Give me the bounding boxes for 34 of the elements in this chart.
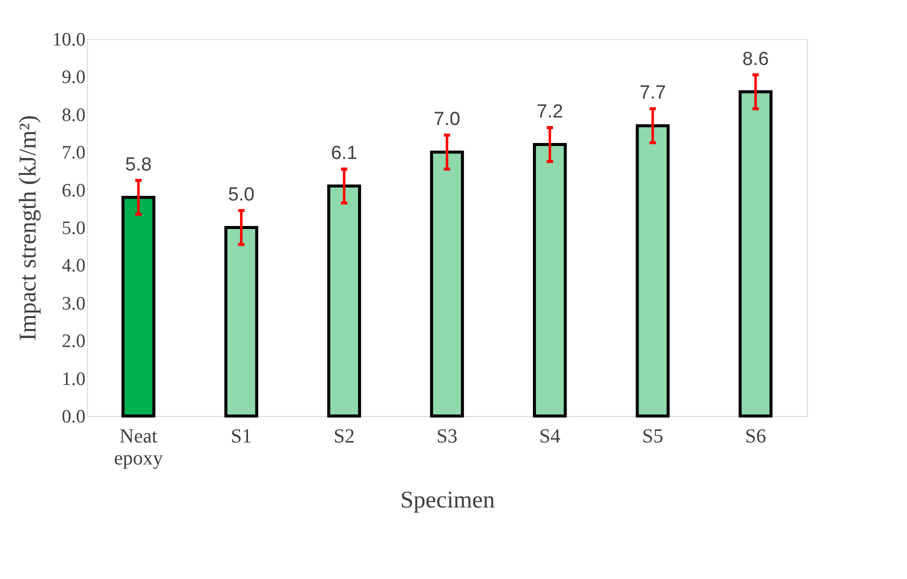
bar xyxy=(738,90,772,418)
x-tick-label: S5 xyxy=(642,426,664,448)
data-label: 7.7 xyxy=(640,82,666,104)
bar xyxy=(327,184,362,418)
bar xyxy=(532,143,567,418)
y-tick-label: 4.0 xyxy=(62,256,86,277)
data-label: 6.1 xyxy=(330,143,358,164)
y-tick-label: 1.0 xyxy=(62,368,86,390)
bar xyxy=(636,124,670,418)
bar xyxy=(430,150,464,418)
y-tick-label: 9.0 xyxy=(62,67,86,88)
y-tick-label: 3.0 xyxy=(62,293,86,314)
x-tick-label: S6 xyxy=(745,426,766,448)
data-label: 5.0 xyxy=(228,184,254,206)
y-axis-title: Impact strength (kJ/m²) xyxy=(15,115,42,341)
data-label: 5.8 xyxy=(125,154,152,176)
y-tick-label: 7.0 xyxy=(62,142,86,164)
y-tick-label: 2.0 xyxy=(62,331,86,352)
data-label: 8.6 xyxy=(742,48,769,70)
y-tick-label: 10.0 xyxy=(52,30,86,50)
bar xyxy=(224,226,258,418)
x-tick-label: S2 xyxy=(334,426,355,448)
y-tick-label: 5.0 xyxy=(62,218,86,239)
x-tick-label: S4 xyxy=(539,426,560,448)
x-tick-label: S3 xyxy=(436,426,458,448)
data-label: 7.0 xyxy=(434,109,460,130)
y-tick-label: 0.0 xyxy=(62,406,86,428)
x-tick-label: Neat epoxy xyxy=(114,426,163,470)
y-tick-label: 8.0 xyxy=(62,104,86,126)
x-tick-label: S1 xyxy=(230,426,252,448)
data-label: 7.2 xyxy=(536,102,564,123)
bar xyxy=(122,196,156,418)
y-tick-label: 6.0 xyxy=(62,180,86,202)
x-axis-title: Specimen xyxy=(400,488,495,514)
